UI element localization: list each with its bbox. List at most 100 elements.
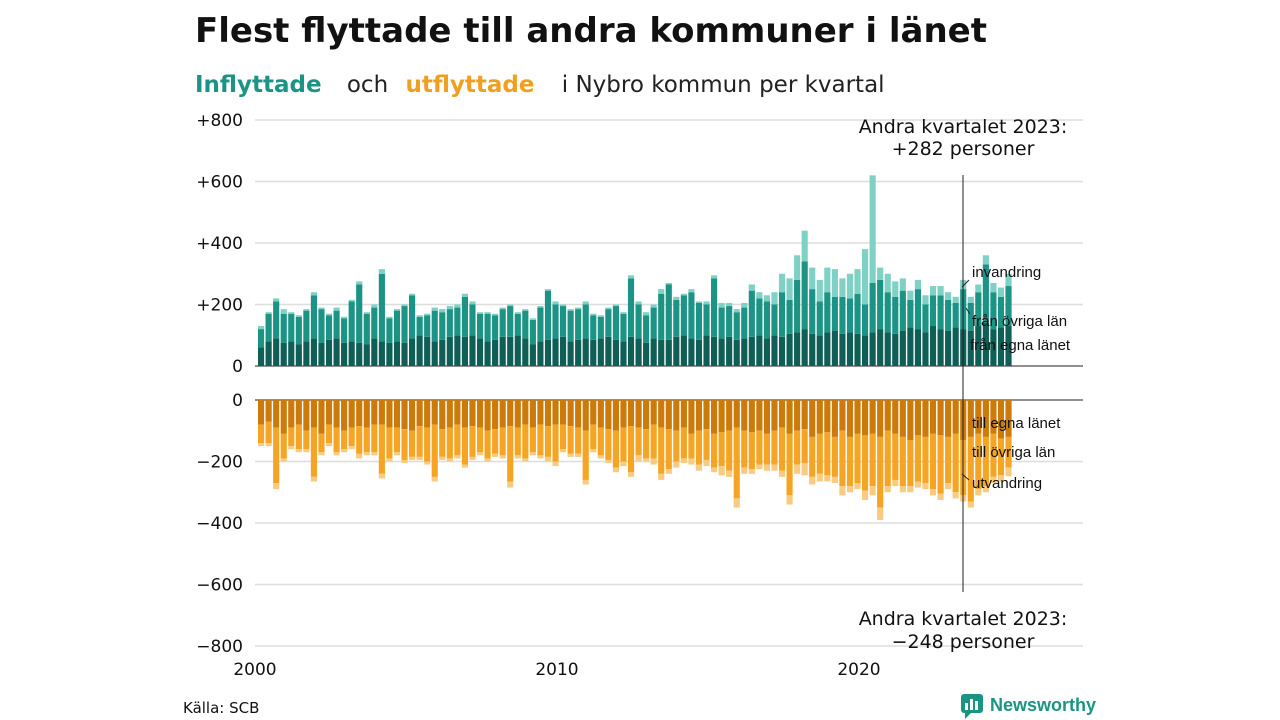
- bar-out-2: [401, 459, 408, 464]
- bar-in-1: [884, 292, 891, 333]
- bar-in-1: [537, 307, 544, 342]
- bar-out-2: [839, 486, 846, 496]
- bar-in-0: [484, 341, 491, 366]
- bar-in-1: [386, 318, 393, 343]
- bar-out-0: [310, 400, 317, 428]
- bar-in-1: [461, 296, 468, 337]
- bar-in-0: [929, 326, 937, 366]
- bar-out-1: [763, 433, 770, 465]
- bar-out-1: [318, 433, 325, 453]
- leader-invandring: [961, 279, 970, 288]
- bar-out-0: [892, 400, 899, 434]
- bar-in-2: [975, 284, 982, 293]
- bar-out-2: [552, 461, 559, 467]
- bar-out-1: [892, 433, 899, 480]
- bar-in-0: [892, 333, 899, 366]
- bar-out-2: [914, 481, 921, 488]
- bar-in-0: [673, 336, 680, 366]
- bar-out-2: [1005, 467, 1012, 477]
- bar-out-1: [476, 427, 484, 453]
- bar-out-2: [967, 501, 974, 508]
- bar-out-0: [507, 400, 514, 427]
- bar-in-0: [945, 330, 952, 366]
- bar-out-2: [975, 489, 982, 496]
- bar-out-0: [409, 400, 416, 431]
- bar-out-0: [393, 400, 401, 428]
- bar-out-2: [318, 452, 325, 456]
- bar-out-1: [356, 426, 363, 454]
- bar-out-0: [695, 400, 703, 431]
- bar-in-0: [499, 336, 506, 366]
- bar-in-2: [650, 304, 657, 308]
- bar-out-2: [771, 464, 778, 471]
- bar-in-2: [733, 309, 740, 313]
- bar-in-2: [476, 312, 484, 314]
- brand-name: Newsworthy: [990, 695, 1096, 715]
- bar-out-2: [711, 467, 718, 473]
- bar-in-2: [401, 304, 408, 307]
- bar-in-0: [461, 336, 468, 366]
- bar-in-1: [484, 313, 491, 342]
- bar-out-1: [627, 426, 635, 473]
- bar-out-1: [590, 424, 597, 450]
- bar-in-0: [643, 342, 650, 366]
- bar-in-2: [446, 306, 453, 310]
- bar-out-1: [484, 430, 491, 459]
- bar-out-0: [469, 400, 476, 427]
- bar-out-1: [726, 430, 733, 471]
- bar-in-1: [982, 264, 989, 323]
- bar-out-0: [854, 400, 861, 434]
- newsworthy-logo[interactable]: Newsworthy: [961, 694, 1096, 719]
- bar-out-0: [446, 400, 453, 428]
- bar-in-1: [310, 295, 317, 339]
- bar-in-0: [680, 335, 687, 366]
- bar-out-1: [439, 429, 446, 457]
- bar-in-2: [280, 309, 287, 314]
- bar-in-2: [544, 289, 552, 291]
- bar-out-2: [537, 455, 544, 459]
- bar-in-1: [952, 302, 959, 328]
- bar-in-2: [990, 282, 997, 293]
- bar-out-1: [303, 430, 310, 450]
- bar-in-1: [612, 306, 619, 340]
- bar-out-1: [937, 435, 944, 494]
- bar-out-2: [778, 470, 786, 477]
- bar-out-2: [597, 455, 604, 459]
- bar-out-1: [454, 424, 461, 456]
- bar-out-1: [862, 435, 869, 491]
- bar-out-1: [794, 430, 801, 465]
- bar-out-2: [348, 446, 355, 450]
- bar-out-0: [325, 400, 333, 425]
- bar-in-1: [303, 310, 310, 342]
- bar-out-0: [590, 400, 597, 425]
- bar-in-1: [265, 313, 272, 342]
- bar-out-2: [680, 458, 687, 464]
- y-tick-upper: +600: [196, 173, 243, 193]
- bar-in-2: [514, 312, 521, 314]
- bar-out-1: [680, 427, 687, 459]
- bar-out-2: [469, 456, 476, 460]
- bar-in-2: [824, 267, 831, 293]
- bar-out-2: [643, 458, 650, 462]
- bar-out-0: [356, 400, 363, 427]
- bar-in-1: [688, 292, 695, 339]
- bar-out-1: [756, 430, 763, 465]
- bar-out-1: [265, 421, 272, 444]
- bar-out-2: [341, 449, 348, 453]
- bar-in-2: [877, 267, 884, 280]
- bar-in-1: [635, 304, 642, 339]
- bar-out-1: [620, 427, 627, 462]
- bar-in-1: [794, 279, 801, 333]
- bar-out-0: [439, 400, 446, 430]
- bar-out-2: [982, 486, 989, 493]
- bar-out-0: [997, 400, 1005, 439]
- bar-out-2: [507, 481, 514, 488]
- bar-out-1: [967, 436, 974, 502]
- bar-in-0: [824, 332, 831, 367]
- bar-in-0: [937, 329, 944, 366]
- bar-out-2: [763, 464, 770, 471]
- bar-in-0: [318, 342, 325, 366]
- bar-out-2: [461, 464, 468, 468]
- bar-in-0: [635, 338, 642, 366]
- bar-out-1: [552, 424, 559, 462]
